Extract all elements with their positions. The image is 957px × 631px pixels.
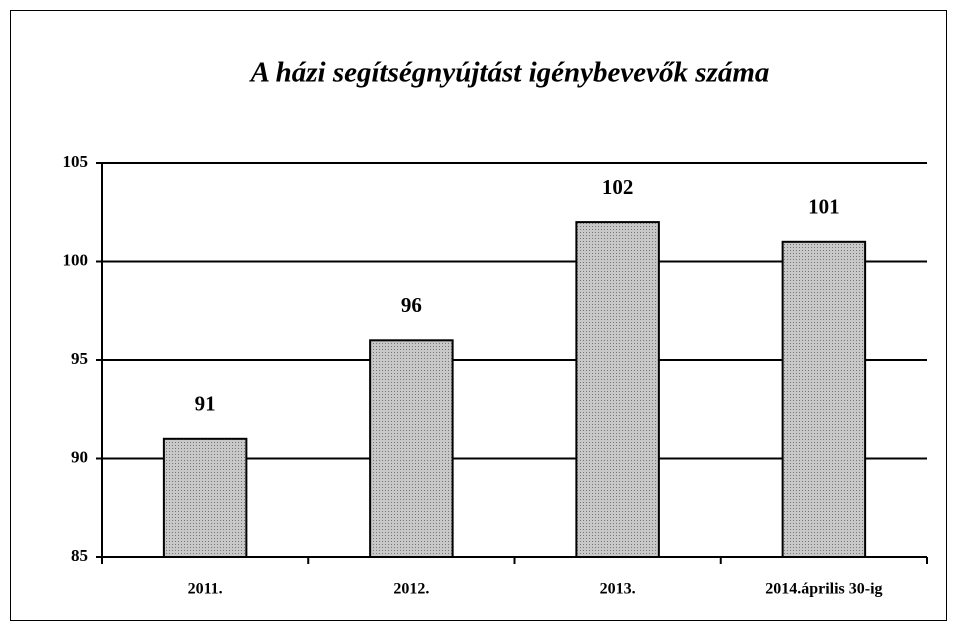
bar [162,437,248,558]
data-label: 91 [195,392,216,416]
y-tick-label: 100 [63,250,89,269]
bar [369,339,454,558]
y-tick-label: 95 [71,349,88,368]
bar [575,221,660,558]
y-tick-label: 90 [71,447,88,466]
x-tick-label: 2012. [393,581,429,598]
y-tick-label: 85 [71,546,88,565]
x-tick-label: 2014.április 30-ig [765,581,882,598]
x-tick-label: 2013. [600,581,636,598]
y-tick-label: 105 [63,152,89,171]
data-label: 101 [808,195,840,219]
data-label: 102 [602,175,634,199]
x-tick-label: 2011. [188,581,223,598]
data-label: 96 [401,293,422,317]
chart-title: A házi segítségnyújtást igénybevevők szá… [249,57,770,89]
bar [781,240,867,559]
